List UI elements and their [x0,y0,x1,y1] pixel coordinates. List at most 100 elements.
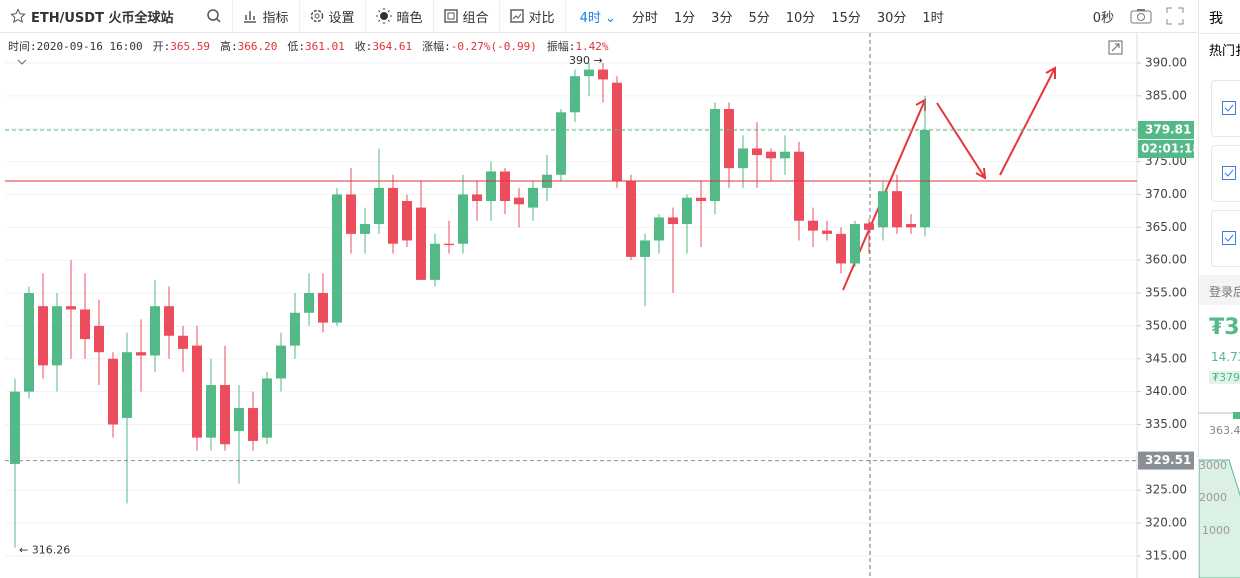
panel-header[interactable]: 我 [1209,11,1223,27]
status-item: 低:361.01 [287,38,344,54]
panel-change: 14.73 [1211,350,1240,364]
candle-body [556,112,566,175]
status-item: 高:366.20 [220,38,277,54]
tool-label[interactable]: 组合 [462,10,489,26]
status-label: 收: [354,40,373,53]
candle-body [780,151,790,159]
interval[interactable]: 1时 [922,10,944,26]
status-label: 振幅: [546,40,576,53]
interval[interactable]: 1分 [673,10,696,26]
depth-tick: 2000 [1199,491,1227,504]
tool[interactable]: 组合 [434,0,500,33]
annotation: ← 316.26 [19,544,70,557]
status-label: 高: [219,40,238,53]
interval-label[interactable]: 4时 [579,10,601,26]
candle-body [374,187,384,225]
candle-body [724,109,734,169]
tool-label[interactable]: 指标 [262,10,289,26]
candle-body [346,194,356,234]
candle-body [668,217,678,225]
candle-body [150,306,160,356]
status-item: 振幅:1.42% [547,38,609,54]
interval[interactable]: 5分 [748,10,770,26]
candle-body [332,194,342,323]
tool-label[interactable]: 暗色 [396,10,423,26]
tool-label[interactable]: 设置 [328,10,355,26]
candle-body [766,151,776,159]
checkbox[interactable] [1222,101,1236,115]
y-tick-label: 365.00 [1145,220,1187,234]
status-item: 收:364.61 [355,38,412,54]
candle-body [178,335,188,349]
candle-body [486,171,496,202]
symbol-name[interactable]: ETH/USDT 火币全球站 [31,10,174,26]
candle-body [388,187,398,244]
camera-icon[interactable] [1130,8,1152,24]
interval[interactable]: 30分 [876,10,907,26]
interval[interactable]: 10分 [785,10,816,26]
candle-body [528,187,538,208]
status-bar: 时间:2020-09-16 16:00 开:365.59 高:366.20 低:361… [8,38,609,54]
fullscreen-icon[interactable] [1166,7,1184,25]
divider [1199,33,1240,34]
refresh[interactable]: 0秒 [1092,10,1114,26]
login-label[interactable]: 登录后 [1209,285,1240,299]
interval[interactable]: 3分 [711,10,733,26]
tool[interactable]: 设置 [300,0,366,33]
status-value: -0.27%(-0.99) [450,40,537,53]
symbol[interactable]: ETH/USDT 火币全球站 [0,0,234,33]
checkbox[interactable] [1222,231,1236,245]
candle-body [38,306,48,366]
interval[interactable]: 15分 [831,10,861,26]
candle-body [696,197,706,202]
candle-body [472,194,482,202]
interval-active[interactable]: 4时 ⌄ [579,10,616,26]
status-label: 涨幅: [422,40,451,53]
candle-body [444,243,454,246]
candle-body [206,385,216,438]
y-tick-label: 360.00 [1145,253,1187,267]
depth-tick: 3000 [1199,459,1227,472]
row[interactable] [1211,210,1240,267]
candle-body [584,69,594,77]
chart: 390.00385.00380.00375.00370.00365.00360.… [5,33,1198,578]
row[interactable] [1211,80,1240,137]
candle-body [598,69,608,80]
candle-body [626,181,636,257]
expand-icon[interactable] [1108,40,1123,55]
candle-body [794,151,804,221]
tool[interactable]: 对比 [500,0,566,33]
candle-body [304,293,314,313]
icon [509,9,524,23]
candle-body [108,358,118,425]
interval[interactable]: 分时 [631,10,658,26]
toolbar: ETH/USDT 火币全球站 指标 设置 暗色 组合 对比 4时 ⌄ 分时 1分 3… [0,0,1198,33]
status-label: 时间: [8,40,37,53]
tool[interactable]: 暗色 [366,0,434,33]
candle-body [654,217,664,241]
y-tick-label: 340.00 [1145,384,1187,398]
candle-body [234,408,244,432]
candle-body [66,306,76,310]
depth-marker [1233,412,1240,419]
candle-body [10,391,20,464]
side-panel: 我 热门扌 登录后 ₮37 14.73 ₮379 363.4 3000 2000… [1198,0,1240,578]
drawn-arrows [842,66,1056,291]
price-tag-label: 379.81 [1145,122,1191,136]
candle-body [864,223,874,230]
candle-body [570,76,580,113]
row[interactable] [1211,145,1240,202]
depth-price: 363.4 [1209,424,1240,437]
tool-label[interactable]: 对比 [528,10,555,26]
tool[interactable]: 指标 [233,0,300,33]
search-icon[interactable] [206,8,222,24]
collapse-icon[interactable] [17,59,27,65]
hot-label: 热门扌 [1209,44,1240,59]
y-tick-label: 325.00 [1145,483,1187,497]
candle-body [808,220,818,231]
checkbox[interactable] [1222,166,1236,180]
candle-body [416,207,426,280]
depth-bar [1199,412,1240,414]
annotation: 390 → [569,54,603,67]
star-icon[interactable] [10,8,26,24]
